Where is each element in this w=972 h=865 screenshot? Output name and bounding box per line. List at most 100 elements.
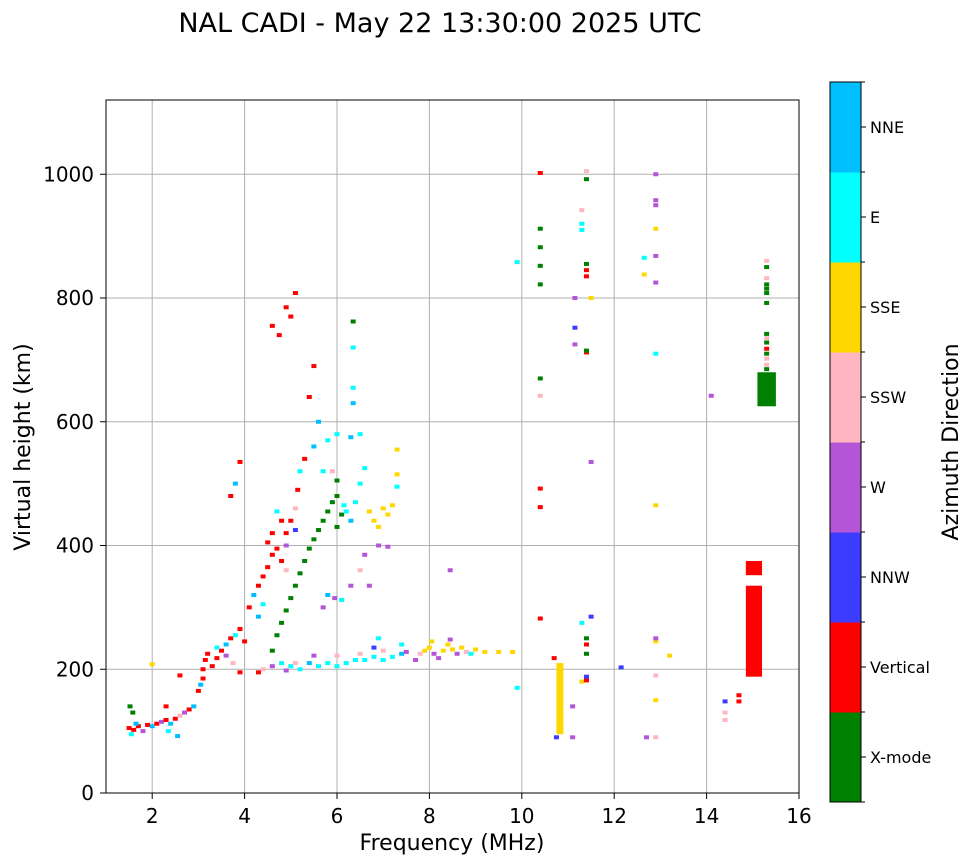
echo-point [292, 661, 298, 666]
echo-point [445, 642, 451, 647]
echo-point [653, 172, 659, 177]
echo-point [311, 537, 317, 542]
echo-point [325, 438, 331, 443]
echo-point [431, 651, 437, 656]
echo-point [537, 393, 543, 398]
echo-point [265, 565, 271, 570]
echo-point [653, 503, 659, 508]
echo-point [306, 661, 312, 666]
echo-point [154, 721, 160, 726]
echo-point [496, 649, 502, 654]
echo-point [288, 518, 294, 523]
echo-point [764, 336, 770, 341]
echo-point [163, 704, 169, 709]
echo-point [371, 645, 377, 650]
colorbar-swatch [830, 82, 861, 173]
echo-point [198, 682, 204, 687]
echo-point [722, 699, 728, 704]
echo-block [757, 372, 776, 407]
y-tick-label: 400 [56, 534, 94, 558]
echo-point [376, 636, 382, 641]
echo-point [572, 296, 578, 300]
colorbar-swatch [830, 262, 861, 353]
echo-point [219, 648, 224, 653]
echo-point [583, 674, 589, 679]
y-tick-label: 1000 [43, 162, 94, 186]
echo-point [325, 593, 331, 597]
echo-point [588, 296, 594, 300]
echo-point [149, 662, 155, 667]
echo-point [583, 642, 589, 647]
colorbar-label: SSW [870, 388, 906, 407]
echo-point [583, 651, 589, 656]
echo-point [454, 651, 460, 656]
echo-point [191, 704, 197, 709]
echo-point [422, 648, 428, 653]
echo-point [510, 649, 516, 654]
echo-point [237, 459, 243, 464]
echo-point [385, 512, 391, 517]
echo-block [556, 663, 564, 735]
x-axis-ticks: 2 4 6 8 10 12 14 16 [146, 793, 812, 828]
echo-point [553, 735, 559, 740]
echo-point [177, 713, 183, 718]
x-tick-label: 16 [786, 804, 811, 828]
echo-point [350, 345, 356, 350]
echo-point [283, 668, 289, 673]
y-axis-ticks: 0 200 400 600 800 1000 [43, 162, 106, 805]
echo-point [251, 593, 257, 597]
colorbar-label: W [870, 478, 886, 497]
echo-point [764, 356, 770, 361]
echo-point [223, 653, 229, 658]
echo-point [366, 509, 372, 514]
colorbar-swatch [830, 442, 861, 533]
gridlines [106, 100, 799, 793]
echo-point [551, 656, 557, 661]
echo-point [306, 395, 312, 399]
echo-point [255, 583, 261, 588]
echo-point [399, 642, 405, 647]
echo-point [149, 724, 155, 729]
colorbar-label: Vertical [870, 658, 930, 677]
echo-point [158, 719, 164, 724]
echo-point [537, 282, 543, 287]
x-tick-label: 14 [694, 804, 719, 828]
echo-point [214, 645, 220, 650]
echo-point [394, 472, 400, 477]
echo-point [237, 627, 243, 632]
echo-point [292, 291, 298, 296]
echo-point [269, 648, 275, 653]
echo-point [214, 656, 220, 661]
echo-point [292, 583, 298, 588]
echo-point [200, 667, 206, 672]
echo-point [583, 348, 589, 353]
echo-point [311, 444, 317, 449]
echo-point [320, 518, 326, 523]
echo-point [653, 639, 659, 644]
echo-point [653, 636, 659, 641]
colorbar-swatch [830, 352, 861, 443]
x-axis-label: Frequency (MHz) [360, 831, 545, 856]
echo-point [274, 509, 280, 514]
echo-point [177, 673, 183, 678]
echo-point [447, 568, 453, 573]
echo-block [745, 585, 763, 677]
echo-point [131, 727, 137, 732]
echo-point [343, 509, 349, 514]
echo-point [295, 487, 301, 492]
echo-point [329, 500, 335, 505]
echo-point [394, 447, 400, 452]
colorbar-swatch [830, 532, 861, 623]
echo-point [537, 226, 543, 231]
echo-point [708, 393, 714, 398]
echo-point [380, 506, 386, 511]
echo-point [362, 466, 368, 471]
echo-point [186, 707, 192, 712]
echo-point [135, 724, 141, 729]
echo-point [583, 678, 589, 683]
echo-point [311, 364, 317, 369]
x-tick-label: 8 [423, 804, 436, 828]
echo-point [232, 481, 238, 486]
chart-title: NAL CADI - May 22 13:30:00 2025 UTC [178, 8, 701, 39]
echo-point [352, 500, 358, 505]
